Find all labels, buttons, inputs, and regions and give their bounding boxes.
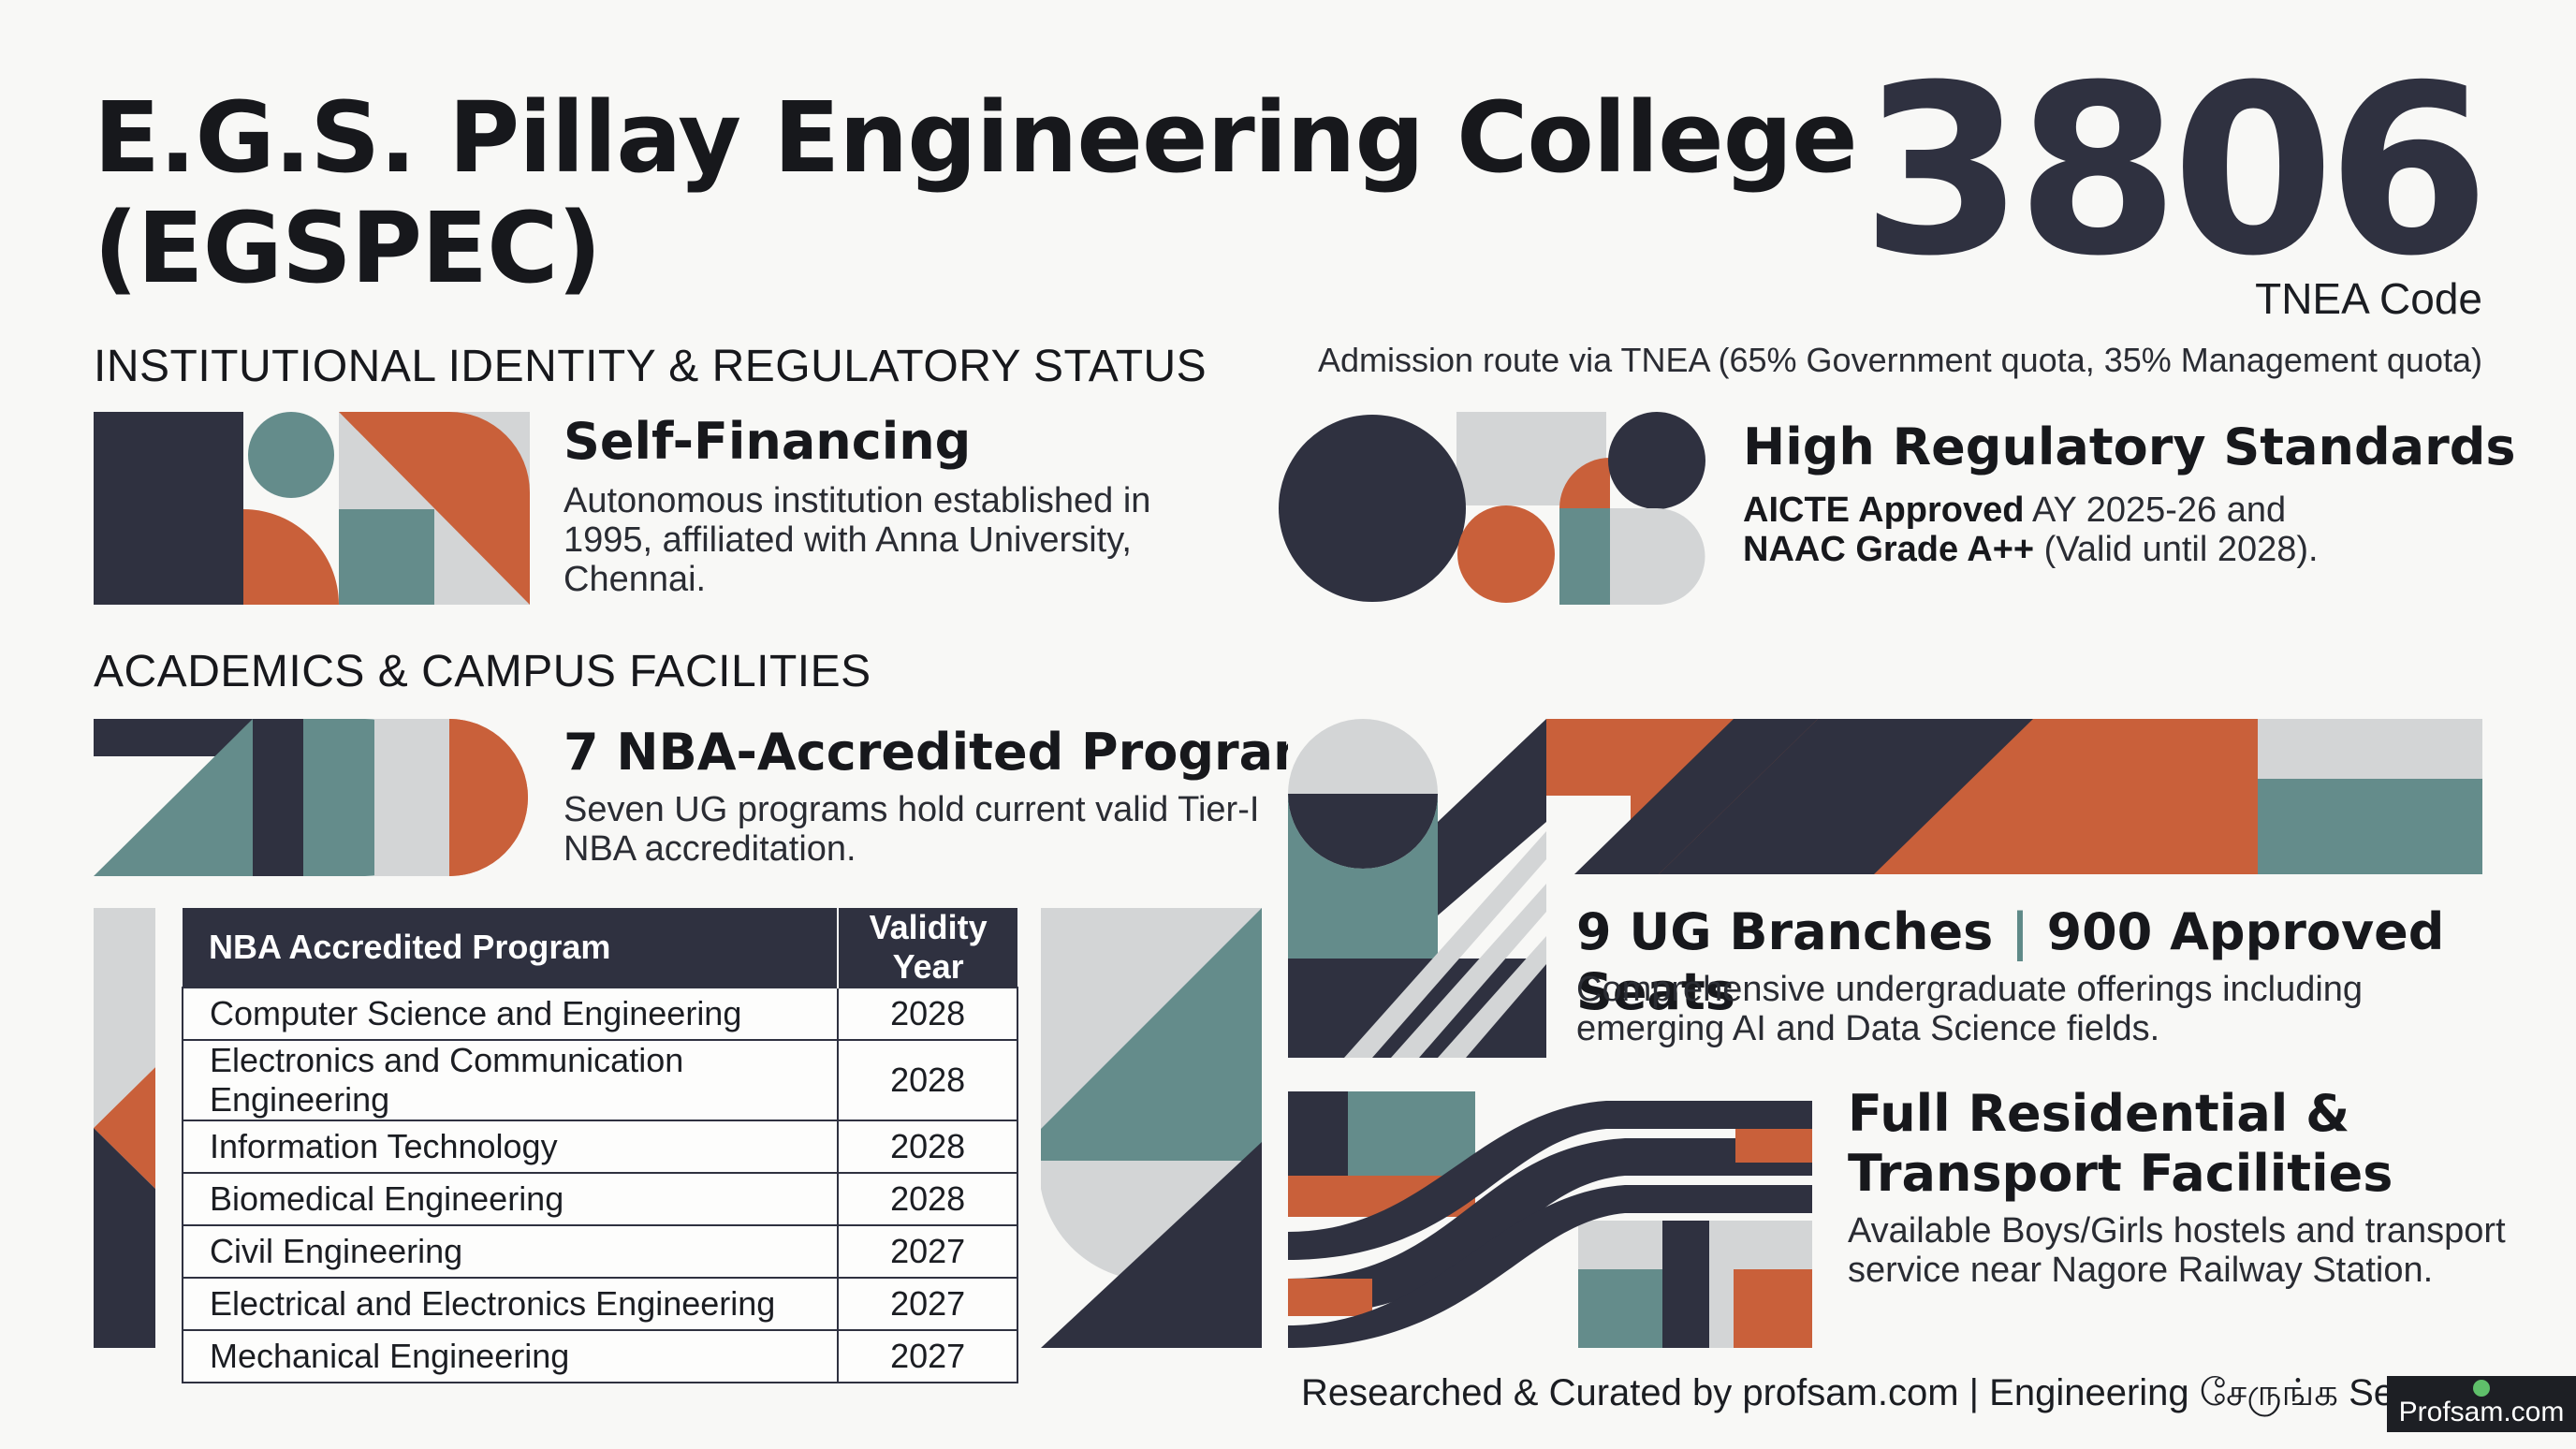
nba-programs-table: NBA Accredited Program Validity Year Com…: [181, 908, 1018, 1383]
residential-title-line-1: Full Residential &: [1848, 1084, 2350, 1143]
self-financing-desc-line-2: 1995, affiliated with Anna University,: [564, 520, 1132, 560]
branches-desc-line-1: Comprehensive undergraduate offerings in…: [1576, 970, 2364, 1009]
naac-line: NAAC Grade A++ (Valid until 2028).: [1743, 530, 2319, 569]
validity-year: 2028: [837, 1172, 1018, 1226]
validity-year: 2028: [837, 987, 1018, 1041]
self-financing-graphic: [94, 412, 530, 605]
program-name: Civil Engineering: [181, 1224, 840, 1279]
leaf-icon: [2473, 1380, 2490, 1397]
table-row: Information Technology 2028: [181, 1120, 1018, 1174]
branches-graphic-left: [1288, 719, 1546, 1058]
validity-column-header: Validity Year: [837, 908, 1017, 988]
branches-desc-line-2: emerging AI and Data Science fields.: [1576, 1009, 2160, 1048]
page-title: E.G.S. Pillay Engineering College (EGSPE…: [94, 82, 1872, 303]
program-name: Mechanical Engineering: [181, 1329, 840, 1383]
program-column-header: NBA Accredited Program: [183, 908, 839, 988]
nba-desc-line-2: NBA accreditation.: [564, 829, 856, 869]
profsam-badge[interactable]: Profsam.com: [2387, 1376, 2576, 1432]
regulatory-graphic: [1279, 412, 1705, 605]
validity-year: 2027: [837, 1277, 1018, 1331]
validity-year: 2027: [837, 1329, 1018, 1383]
table-row: Mechanical Engineering 2027: [181, 1329, 1018, 1383]
program-name: Information Technology: [181, 1120, 840, 1174]
self-financing-desc-line-1: Autonomous institution established in: [564, 481, 1151, 520]
table-row: Electrical and Electronics Engineering 20…: [181, 1277, 1018, 1331]
footer-credit: Researched & Curated by profsam.com | En…: [1301, 1372, 2395, 1413]
branches-title: 9 UG Branches | 900 Approved Seats: [1576, 902, 2576, 1022]
table-row: Civil Engineering 2027: [181, 1224, 1018, 1279]
program-name: Electrical and Electronics Engineering: [181, 1277, 840, 1331]
residential-graphic: [1288, 1091, 1812, 1348]
nba-graphic: [94, 719, 534, 876]
residential-title-line-2: Transport Facilities: [1848, 1144, 2393, 1203]
residential-desc-line-1: Available Boys/Girls hostels and transpo…: [1848, 1211, 2506, 1251]
section-academics-heading: ACADEMICS & CAMPUS FACILITIES: [94, 647, 871, 696]
naac-validity: (Valid until 2028).: [2034, 530, 2319, 569]
tnea-code-label: TNEA Code: [2255, 274, 2482, 323]
regulatory-title: High Regulatory Standards: [1743, 417, 2516, 476]
tnea-code: 3806: [1861, 35, 2490, 307]
program-name: Biomedical Engineering: [181, 1172, 840, 1226]
section-identity-heading: INSTITUTIONAL IDENTITY & REGULATORY STAT…: [94, 342, 1208, 391]
residential-desc-line-2: service near Nagore Railway Station.: [1848, 1251, 2434, 1290]
validity-year: 2027: [837, 1224, 1018, 1279]
nba-desc: Seven UG programs hold current valid Tie…: [564, 790, 1259, 869]
aicte-year: AY 2025-26 and: [2024, 490, 2287, 530]
badge-label: Profsam.com: [2398, 1397, 2565, 1427]
title-line-1: E.G.S. Pillay Engineering College: [94, 80, 1858, 195]
nba-title: 7 NBA-Accredited Programs: [564, 723, 1356, 782]
branches-banner-graphic: [1546, 719, 2482, 874]
table-row: Computer Science and Engineering 2028: [181, 987, 1018, 1041]
admission-route: Admission route via TNEA (65% Government…: [1317, 341, 2482, 379]
table-left-strip: [94, 908, 155, 1348]
naac-grade: NAAC Grade A++: [1743, 530, 2035, 569]
table-row: Biomedical Engineering 2028: [181, 1172, 1018, 1226]
nba-desc-line-1: Seven UG programs hold current valid Tie…: [564, 790, 1260, 829]
aicte-approved: AICTE Approved: [1743, 490, 2025, 530]
branches-desc: Comprehensive undergraduate offerings in…: [1576, 970, 2363, 1048]
title-line-2: (EGSPEC): [94, 191, 602, 305]
approved-seats: 900 Approved Seats: [1576, 902, 2445, 1021]
residential-title: Full Residential & Transport Facilities: [1848, 1084, 2393, 1204]
ug-branches: 9 UG Branches: [1576, 902, 1994, 961]
table-row: Electronics and Communication Engineerin…: [181, 1039, 1018, 1121]
regulatory-desc: AICTE Approved AY 2025-26 and NAAC Grade…: [1743, 490, 2319, 569]
residential-desc: Available Boys/Girls hostels and transpo…: [1848, 1211, 2506, 1290]
self-financing-title: Self-Financing: [564, 412, 972, 471]
aicte-line: AICTE Approved AY 2025-26 and: [1743, 490, 2319, 530]
table-header-row: NBA Accredited Program Validity Year: [183, 908, 1017, 988]
title-separator: |: [2011, 902, 2029, 961]
program-name: Electronics and Communication Engineerin…: [181, 1039, 840, 1121]
validity-year: 2028: [837, 1039, 1018, 1121]
program-name: Computer Science and Engineering: [181, 987, 840, 1041]
table-right-graphic: [1041, 908, 1262, 1348]
validity-year: 2028: [837, 1120, 1018, 1174]
self-financing-desc-line-3: Chennai.: [564, 560, 707, 599]
self-financing-desc: Autonomous institution established in 19…: [564, 481, 1150, 599]
